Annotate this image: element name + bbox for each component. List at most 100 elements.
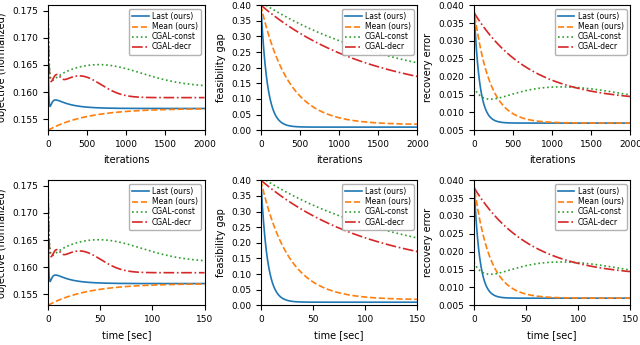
Y-axis label: feasibility gap: feasibility gap [216, 33, 225, 102]
Last (ours) [201, 106, 209, 110]
Mean (ours) [333, 290, 341, 294]
Y-axis label: feasibility gap: feasibility gap [216, 208, 225, 277]
CGAL-decr [44, 184, 52, 188]
Last (ours) [329, 300, 337, 304]
Last (ours) [168, 282, 175, 286]
CGAL-decr [546, 253, 554, 257]
CGAL-const [44, 184, 52, 188]
Legend: Last (ours), Mean (ours), CGAL-const, CGAL-decr: Last (ours), Mean (ours), CGAL-const, CG… [555, 9, 627, 55]
Mean (ours) [593, 121, 601, 125]
Mean (ours) [196, 107, 204, 111]
Last (ours) [265, 266, 273, 270]
CGAL-decr [196, 96, 204, 100]
CGAL-const [257, 178, 265, 182]
Line: CGAL-const: CGAL-const [474, 12, 630, 99]
Last (ours) [542, 296, 550, 300]
Y-axis label: recovery error: recovery error [422, 33, 433, 102]
CGAL-decr [409, 73, 417, 78]
Last (ours) [593, 121, 601, 125]
Mean (ours) [120, 109, 128, 114]
Line: Mean (ours): Mean (ours) [261, 180, 417, 299]
CGAL-decr [196, 270, 204, 275]
CGAL-decr [627, 95, 634, 99]
Last (ours) [116, 281, 124, 285]
Last (ours) [470, 10, 477, 14]
Mean (ours) [201, 107, 209, 111]
X-axis label: iterations: iterations [103, 155, 150, 165]
Mean (ours) [168, 107, 175, 111]
Mean (ours) [44, 303, 52, 307]
CGAL-const [116, 240, 124, 244]
CGAL-const [409, 60, 417, 64]
CGAL-const [196, 83, 204, 87]
CGAL-const [486, 272, 494, 276]
Legend: Last (ours), Mean (ours), CGAL-const, CGAL-decr: Last (ours), Mean (ours), CGAL-const, CG… [129, 184, 201, 230]
Last (ours) [409, 300, 417, 304]
CGAL-const [257, 0, 265, 4]
Last (ours) [196, 106, 204, 110]
Last (ours) [333, 300, 341, 304]
CGAL-decr [168, 270, 175, 275]
CGAL-const [168, 254, 175, 258]
Last (ours) [409, 300, 417, 304]
CGAL-const [380, 53, 388, 57]
Last (ours) [52, 273, 60, 277]
CGAL-const [547, 260, 554, 264]
CGAL-decr [413, 75, 421, 79]
Last (ours) [196, 282, 204, 286]
Line: Mean (ours): Mean (ours) [261, 5, 417, 124]
Line: Mean (ours): Mean (ours) [474, 185, 630, 298]
Mean (ours) [409, 122, 417, 126]
CGAL-decr [409, 73, 417, 78]
Mean (ours) [265, 34, 273, 38]
CGAL-decr [542, 76, 550, 80]
CGAL-const [265, 180, 273, 184]
Mean (ours) [478, 53, 486, 57]
Line: CGAL-decr: CGAL-decr [48, 11, 205, 98]
Y-axis label: objective (normalized): objective (normalized) [0, 13, 7, 122]
Mean (ours) [52, 299, 60, 303]
CGAL-decr [196, 270, 204, 275]
Mean (ours) [196, 282, 204, 286]
CGAL-const [120, 66, 128, 70]
CGAL-decr [201, 96, 209, 100]
Mean (ours) [52, 124, 60, 128]
CGAL-const [196, 83, 204, 87]
Line: Mean (ours): Mean (ours) [474, 10, 630, 123]
CGAL-decr [329, 223, 337, 227]
CGAL-decr [470, 10, 477, 14]
Mean (ours) [413, 297, 421, 302]
CGAL-const [622, 92, 630, 96]
Mean (ours) [622, 296, 630, 300]
Last (ours) [470, 185, 477, 189]
CGAL-decr [333, 225, 341, 229]
Line: CGAL-decr: CGAL-decr [261, 5, 417, 77]
Last (ours) [478, 94, 486, 98]
CGAL-const [622, 267, 630, 272]
CGAL-decr [593, 90, 601, 94]
Line: Last (ours): Last (ours) [474, 9, 630, 123]
CGAL-const [116, 65, 124, 69]
CGAL-decr [622, 269, 630, 273]
Legend: Last (ours), Mean (ours), CGAL-const, CGAL-decr: Last (ours), Mean (ours), CGAL-const, CG… [555, 184, 627, 230]
Legend: Last (ours), Mean (ours), CGAL-const, CGAL-decr: Last (ours), Mean (ours), CGAL-const, CG… [342, 184, 413, 230]
Line: Last (ours): Last (ours) [474, 184, 630, 298]
CGAL-decr [265, 185, 273, 189]
CGAL-const [168, 79, 175, 83]
Line: CGAL-decr: CGAL-decr [261, 180, 417, 252]
CGAL-const [593, 88, 601, 92]
CGAL-decr [329, 48, 337, 52]
Last (ours) [622, 296, 630, 300]
Line: Last (ours): Last (ours) [261, 5, 417, 127]
Mean (ours) [627, 296, 634, 300]
Mean (ours) [168, 283, 175, 287]
Line: CGAL-decr: CGAL-decr [474, 187, 630, 272]
Last (ours) [380, 300, 388, 304]
CGAL-decr [120, 93, 128, 97]
Last (ours) [52, 98, 60, 102]
CGAL-const [478, 270, 486, 274]
Mean (ours) [265, 209, 273, 213]
CGAL-const [257, 175, 265, 179]
Mean (ours) [257, 3, 265, 7]
CGAL-const [409, 235, 417, 239]
